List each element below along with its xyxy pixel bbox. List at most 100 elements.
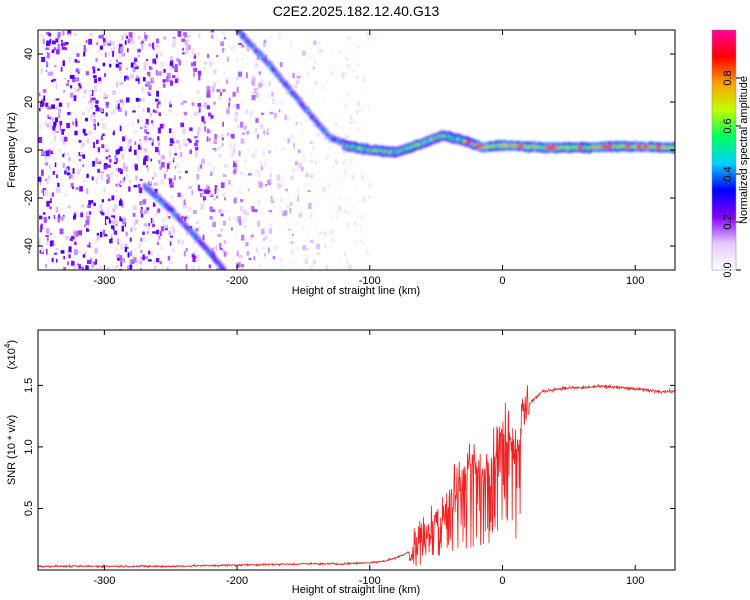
noise-cell [289,260,291,263]
noise-cell [68,254,71,259]
noise-cell [49,121,53,124]
noise-cell [236,263,240,268]
noise-cell [49,38,52,44]
noise-cell [228,81,231,86]
noise-cell [230,133,235,139]
noise-cell [38,92,41,97]
noise-cell [359,239,362,243]
noise-cell [180,194,183,198]
noise-cell [122,178,125,183]
noise-cell [142,199,146,205]
noise-cell [85,71,90,76]
noise-cell [264,235,268,241]
noise-cell [351,173,355,179]
noise-cell [352,69,356,73]
noise-cell [142,254,145,261]
noise-cell [44,156,47,162]
noise-cell [93,202,96,206]
noise-cell [343,223,347,229]
noise-cell [324,80,329,84]
noise-cell [203,121,206,124]
noise-cell [270,197,274,202]
noise-cell [351,205,355,210]
noise-cell [263,39,267,43]
noise-cell [146,131,150,135]
noise-cell [262,127,265,131]
noise-cell [227,115,231,120]
noise-cell [170,56,173,61]
noise-cell [95,100,99,104]
noise-cell [121,207,124,214]
noise-cell [86,107,91,112]
noise-cell [103,187,106,193]
noise-cell [204,61,207,65]
noise-cell [152,231,156,234]
noise-cell [131,82,135,86]
noise-cell [117,256,120,261]
noise-cell [148,250,151,255]
noise-cell [39,34,44,39]
snr-y-multiplier-exp: 4 [3,343,12,348]
noise-cell [139,260,143,265]
noise-cell [115,149,119,155]
signal-peak [545,146,552,150]
noise-cell [172,227,175,234]
noise-cell [119,169,123,175]
noise-cell [240,138,245,144]
noise-cell [110,112,113,116]
noise-cell [271,92,274,97]
noise-cell [48,178,53,182]
noise-cell [128,32,133,38]
noise-cell [181,38,185,42]
noise-cell [78,152,81,156]
noise-cell [171,43,176,48]
noise-cell [59,228,64,235]
noise-cell [100,135,104,140]
noise-cell [339,51,343,54]
noise-cell [236,76,239,81]
noise-cell [46,64,49,68]
noise-cell [161,265,165,270]
noise-cell [323,137,327,141]
noise-cell [38,176,42,182]
noise-cell [137,48,141,53]
noise-cell [125,231,128,237]
noise-cell [48,175,50,179]
noise-cell [41,98,45,102]
noise-cell [123,162,126,169]
noise-cell [195,151,198,158]
noise-cell [214,134,217,140]
noise-cell [74,50,77,53]
noise-cell [256,63,260,67]
noise-cell [202,196,207,201]
noise-cell [136,156,140,161]
noise-cell [195,191,199,198]
x-tick-label: -300 [93,275,115,287]
noise-cell [82,128,86,134]
noise-cell [197,131,200,138]
noise-cell [115,217,118,222]
noise-cell [177,192,181,198]
noise-cell [279,206,282,213]
noise-cell [251,95,256,101]
noise-cell [88,38,93,45]
noise-cell [78,207,82,210]
noise-cell [82,142,85,147]
noise-cell [121,258,125,263]
noise-cell [61,217,63,222]
noise-cell [46,31,50,35]
noise-cell [337,205,342,212]
noise-cell [151,78,155,81]
noise-cell [219,243,222,249]
noise-cell [169,261,174,264]
noise-cell [57,33,60,40]
noise-cell [278,109,281,113]
noise-cell [96,50,100,53]
noise-cell [335,100,338,105]
noise-cell [211,119,213,123]
noise-cell [195,258,198,262]
noise-cell [64,42,69,45]
noise-cell [123,243,128,248]
noise-cell [94,108,97,115]
noise-cell [262,46,267,52]
